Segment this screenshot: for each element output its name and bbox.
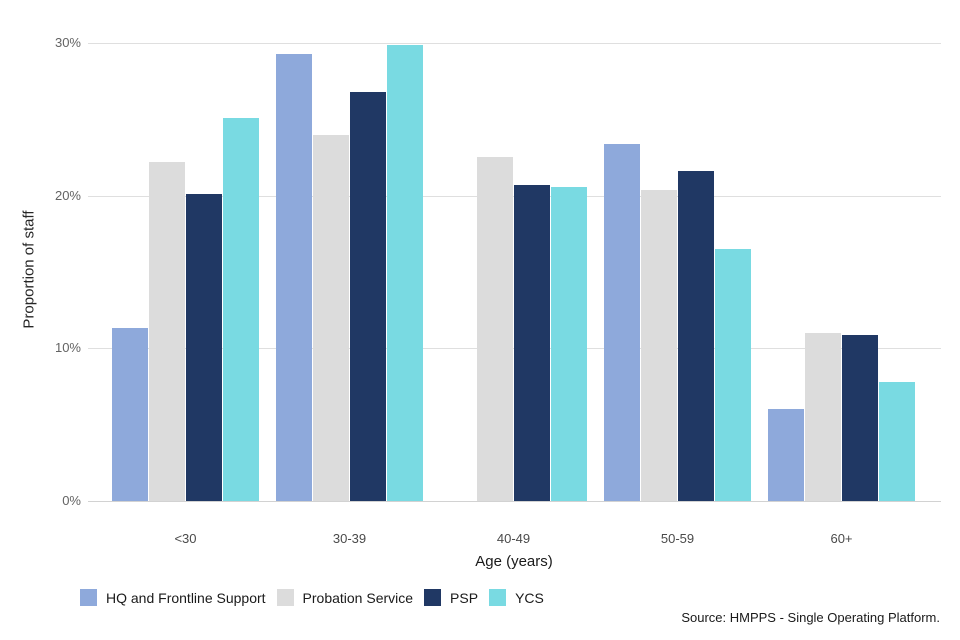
y-tick-label: 20% [54,188,81,203]
bar-probation-service-40-49 [477,157,513,501]
bar-hq-and-frontline-support--30 [112,328,148,501]
gridline-30 [88,43,941,44]
bar-hq-and-frontline-support-60- [768,409,804,501]
x-tick-label: 50-59 [660,531,695,546]
legend-label: HQ and Frontline Support [106,589,266,606]
bar-probation-service-60- [805,333,841,501]
x-tick-label: 60+ [830,531,853,546]
y-tick-label: 10% [54,340,81,355]
bar-ycs-40-49 [551,186,587,501]
x-axis-title: Age (years) [475,553,553,570]
legend-item-ycs: YCS [489,589,544,606]
bar-probation-service--30 [149,162,185,501]
x-tick-label: 40-49 [496,531,531,546]
legend-swatch-icon [424,589,442,606]
legend-item-probation-service: Probation Service [276,589,414,606]
bar-hq-and-frontline-support-50-59 [604,143,640,501]
bar-hq-and-frontline-support-30-39 [276,53,312,501]
bar-ycs-50-59 [715,249,751,501]
legend-item-hq-and-frontline-support: HQ and Frontline Support [80,589,266,606]
source-note: Source: HMPPS - Single Operating Platfor… [681,610,940,625]
bar-ycs-60- [879,381,915,501]
legend-swatch-icon [80,589,97,606]
gridline-0 [88,501,941,502]
bar-probation-service-30-39 [313,134,349,501]
bar-psp--30 [186,194,222,501]
bar-ycs--30 [223,117,259,501]
y-axis-title: Proportion of staff [20,210,38,329]
bar-psp-30-39 [350,91,386,501]
bar-probation-service-50-59 [641,189,677,501]
y-tick-label: 30% [54,35,81,50]
legend-label: YCS [515,589,544,606]
legend-item-psp: PSP [424,589,478,606]
legend-swatch-icon [489,589,507,606]
x-tick-label: <30 [174,531,197,546]
legend-swatch-icon [276,589,294,606]
legend: HQ and Frontline Support Probation Servic… [80,589,555,606]
bar-psp-60- [842,334,878,501]
y-tick-label: 0% [62,493,81,508]
legend-label: PSP [450,589,479,606]
legend-label: Probation Service [302,589,414,606]
bar-psp-50-59 [678,171,714,501]
x-tick-label: 30-39 [332,531,367,546]
bar-psp-40-49 [514,184,550,501]
bar-ycs-30-39 [387,44,423,501]
